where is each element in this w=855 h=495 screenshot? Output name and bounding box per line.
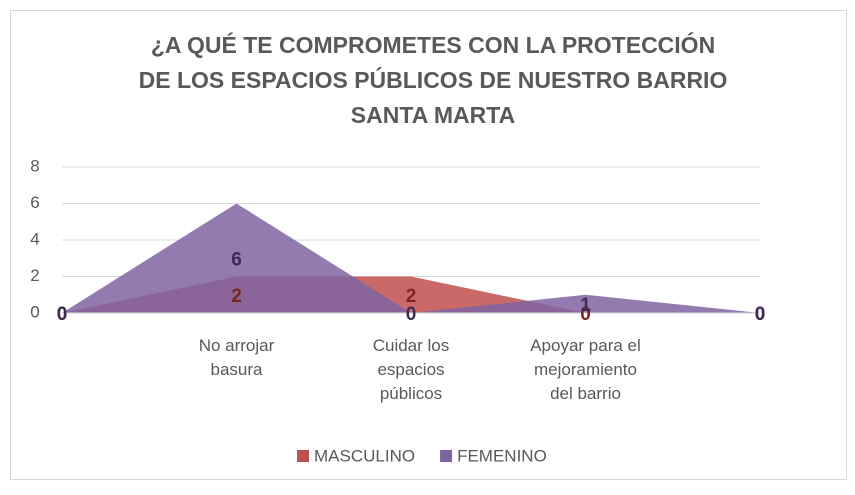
data-label: 2 [406,286,417,307]
data-label: 0 [580,304,591,325]
chart-frame [10,10,847,480]
data-label: 0 [755,304,766,325]
x-tick-label: No arrojar basura [199,336,275,379]
y-tick-label: 2 [30,266,39,285]
data-label: 0 [57,304,68,325]
x-tick-label: Cuidar los espacios públicos [373,336,450,403]
data-label: 0 [406,304,417,325]
y-tick-label: 8 [30,156,39,175]
legend-swatch [297,450,309,462]
chart-title: ¿A QUÉ TE COMPROMETES CON LA PROTECCIÓN D… [139,31,728,128]
y-tick-label: 4 [30,229,39,248]
data-label: 0 [57,304,68,325]
data-label: 2 [231,286,242,307]
y-tick-label: 6 [30,193,39,212]
data-label: 1 [580,295,591,316]
data-label: 6 [231,249,242,270]
legend-label: MASCULINO [314,446,415,465]
legend-label: FEMENINO [457,446,547,465]
legend-swatch [440,450,453,462]
y-tick-label: 0 [30,302,39,321]
data-label: 0 [755,304,766,325]
x-tick-label: Apoyar para el mejoramiento del barrio [530,336,641,403]
area [62,203,760,313]
